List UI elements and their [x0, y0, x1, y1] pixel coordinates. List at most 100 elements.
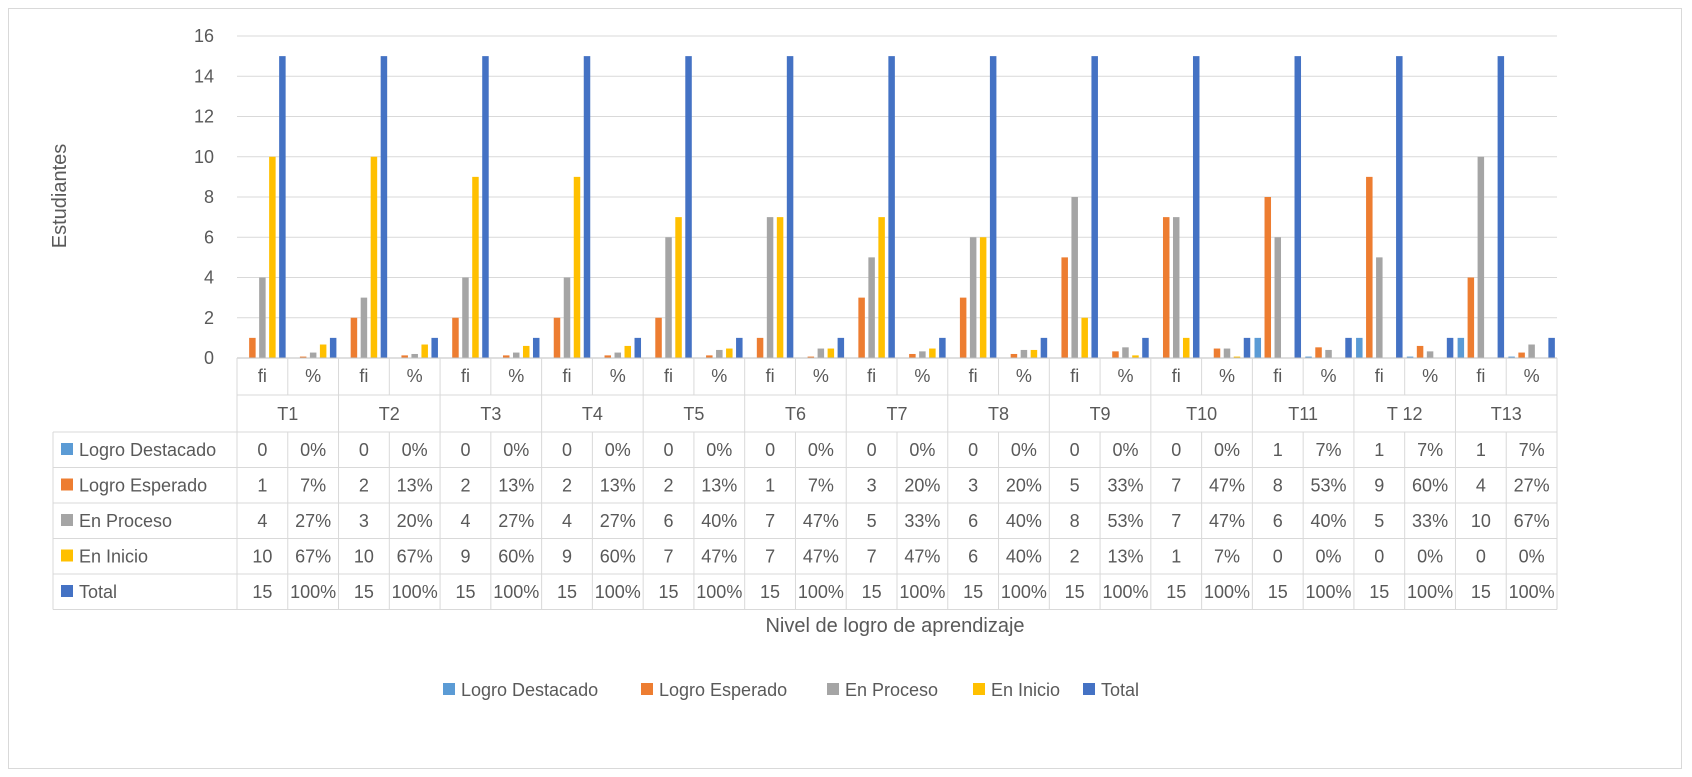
table-cell-fi: 2: [562, 476, 572, 496]
bar-logro-esperado: [553, 317, 561, 358]
bar-en-proceso: [919, 351, 926, 358]
table-cell-fi: 15: [963, 582, 983, 602]
bar-en-proceso: [1122, 347, 1129, 358]
bar-logro-destacado: [1457, 337, 1465, 358]
legend-key: [1083, 683, 1095, 695]
table-cell-pct: 100%: [595, 582, 641, 602]
bar-logro-esperado: [401, 355, 408, 358]
table-cell-pct: 20%: [1006, 476, 1042, 496]
table-cell-fi: 15: [455, 582, 475, 602]
bar-en-inicio: [827, 348, 835, 358]
bar-en-inicio: [522, 345, 530, 358]
bar-en-inicio: [1182, 337, 1190, 358]
bar-total: [888, 56, 895, 358]
table-cell-pct: 40%: [1006, 547, 1042, 567]
bar-en-proceso: [309, 352, 317, 358]
table-cell-pct: 67%: [1514, 511, 1550, 531]
bar-en-inicio: [472, 176, 479, 358]
table-cell-fi: 0: [765, 440, 775, 460]
table-cell-fi: 15: [252, 582, 272, 602]
x-subcategory-label: fi: [969, 366, 978, 386]
table-cell-pct: 100%: [290, 582, 336, 602]
bar-total: [1497, 56, 1505, 358]
bar-en-inicio: [1132, 355, 1139, 358]
bar-logro-esperado: [1416, 345, 1424, 358]
table-cell-fi: 9: [1374, 476, 1384, 496]
table-cell-fi: 1: [1374, 440, 1384, 460]
table-cell-pct: 40%: [1006, 511, 1042, 531]
x-group-label: T9: [1090, 404, 1111, 424]
x-subcategory-label: fi: [359, 366, 368, 386]
y-tick-label: 0: [204, 348, 214, 368]
bar-total: [329, 337, 337, 358]
table-cell-pct: 47%: [803, 511, 839, 531]
bar-logro-esperado: [502, 355, 510, 358]
bar-en-inicio: [675, 217, 682, 358]
bar-en-inicio: [573, 176, 581, 358]
bar-en-proceso: [1376, 257, 1383, 358]
bar-en-proceso: [1172, 217, 1180, 358]
legend-key: [827, 683, 839, 695]
table-cell-fi: 4: [460, 511, 470, 531]
table-legend-key: [61, 443, 73, 455]
legend: Logro Destacado Logro Esperado En Proceso E…: [443, 680, 1139, 700]
bar-logro-esperado: [655, 317, 662, 358]
x-subcategory-label: %: [610, 366, 626, 386]
bar-en-proceso: [614, 352, 622, 358]
bar-logro-esperado: [1366, 176, 1373, 358]
y-axis-ticks: 0 2 4 6 8 10 12 14 16: [194, 26, 214, 368]
legend-label: Logro Destacado: [461, 680, 598, 700]
x-subcategory-label: fi: [1273, 366, 1282, 386]
bar-total: [1294, 56, 1302, 358]
bar-en-inicio: [421, 344, 428, 358]
table-cell-fi: 15: [659, 582, 679, 602]
table-cell-fi: 4: [1476, 476, 1486, 496]
table-cell-fi: 0: [562, 440, 572, 460]
bar-logro-esperado: [1213, 348, 1221, 358]
table-cell-pct: 0%: [909, 440, 935, 460]
bar-total: [786, 56, 794, 358]
table-cell-pct: 0%: [1214, 440, 1240, 460]
table-cell-pct: 100%: [1407, 582, 1453, 602]
table-cell-pct: 7%: [1316, 440, 1342, 460]
table-cell-fi: 6: [968, 511, 978, 531]
table-cell-pct: 60%: [1412, 476, 1448, 496]
bar-logro-esperado: [452, 317, 459, 358]
bar-en-proceso: [716, 349, 723, 358]
bar-total: [989, 56, 997, 358]
bar-en-proceso: [1528, 344, 1535, 358]
bar-en-proceso: [868, 257, 875, 358]
x-group-label: T5: [683, 404, 704, 424]
table-cell-fi: 2: [664, 476, 674, 496]
table-cell-pct: 100%: [798, 582, 844, 602]
table-cell-fi: 1: [1476, 440, 1486, 460]
table-cell-fi: 7: [765, 547, 775, 567]
bar-en-inicio: [370, 156, 378, 358]
table-cell-pct: 27%: [498, 511, 534, 531]
bar-en-proceso: [512, 352, 520, 358]
bar-total: [1396, 56, 1403, 358]
x-group-label: T13: [1491, 404, 1522, 424]
table-cell-fi: 3: [968, 476, 978, 496]
bar-logro-esperado: [604, 355, 612, 358]
x-subcategory-label: %: [1321, 366, 1337, 386]
bar-en-proceso: [259, 277, 266, 358]
table-cell-fi: 6: [1273, 511, 1283, 531]
table-cell-pct: 13%: [1107, 547, 1143, 567]
bar-total: [1040, 337, 1048, 358]
bar-logro-esperado: [706, 355, 713, 358]
table-cell-pct: 27%: [295, 511, 331, 531]
bar-en-inicio: [878, 217, 885, 358]
table-cell-fi: 9: [562, 547, 572, 567]
table-cell-pct: 27%: [1514, 476, 1550, 496]
x-group-label: T7: [886, 404, 907, 424]
table-cell-fi: 7: [1171, 511, 1181, 531]
x-subcategory-label: fi: [867, 366, 876, 386]
table-cell-fi: 5: [867, 511, 877, 531]
x-subcategory-label: fi: [1070, 366, 1079, 386]
table-series-label: Total: [79, 582, 117, 602]
table-cell-pct: 0%: [402, 440, 428, 460]
bar-en-proceso: [969, 237, 977, 358]
x-subcategory-label: fi: [563, 366, 572, 386]
